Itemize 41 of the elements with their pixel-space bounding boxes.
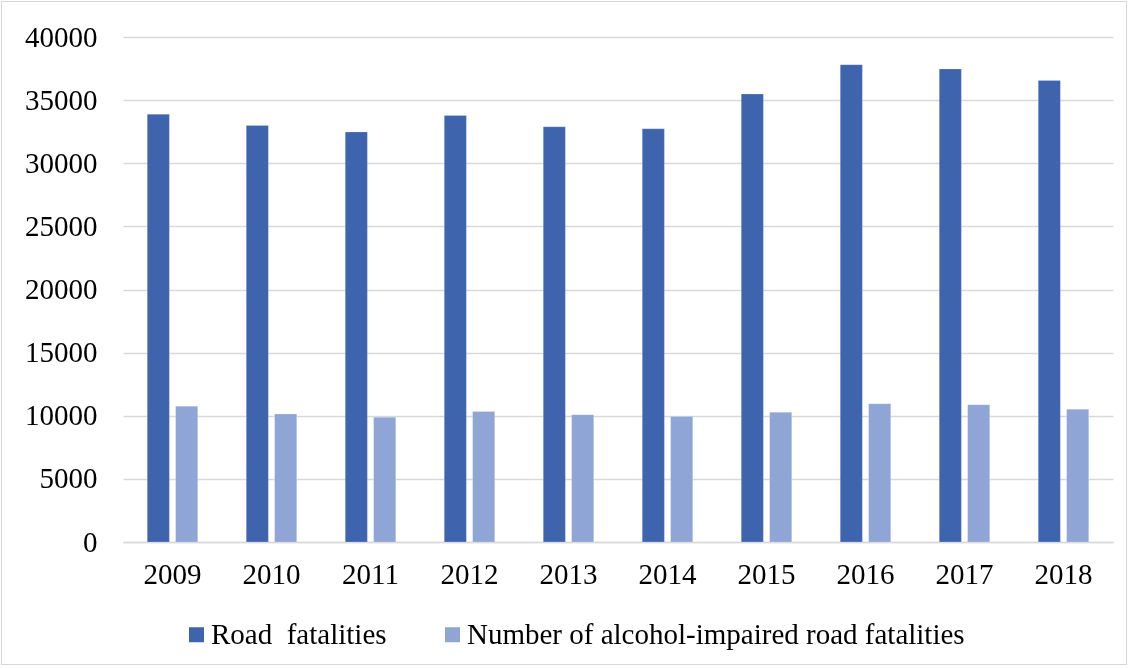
bar — [868, 403, 891, 543]
bar — [1066, 409, 1089, 543]
y-tick-label: 0 — [83, 525, 98, 558]
x-tick-label: 2009 — [143, 557, 202, 590]
bar — [840, 64, 863, 543]
bar — [373, 417, 396, 543]
x-tick-label: 2016 — [836, 557, 895, 590]
bar — [939, 68, 962, 543]
bar — [642, 128, 665, 543]
bar — [670, 416, 693, 543]
bar — [741, 93, 764, 543]
bar — [246, 125, 269, 543]
bar — [444, 115, 467, 543]
y-tick-label: 20000 — [25, 273, 98, 305]
bar — [571, 414, 594, 543]
bar — [345, 131, 368, 543]
x-tick-label: 2014 — [638, 557, 697, 590]
y-tick-label: 40000 — [25, 20, 98, 53]
bar — [175, 405, 198, 543]
bar — [147, 114, 170, 543]
bar — [1038, 80, 1061, 543]
y-tick-label: 15000 — [25, 336, 98, 369]
x-tick-label: 2017 — [935, 557, 994, 590]
x-tick-label: 2012 — [440, 557, 499, 590]
y-tick-label: 35000 — [25, 83, 98, 116]
x-tick-label: 2010 — [242, 557, 301, 590]
legend-label: Number of alcohol-impaired road fatalities — [467, 617, 965, 650]
y-tick-label: 30000 — [25, 146, 98, 179]
bar — [472, 411, 495, 543]
bar — [543, 126, 566, 543]
bar — [967, 404, 990, 543]
x-tick-label: 2011 — [342, 557, 399, 590]
y-tick-label: 10000 — [25, 399, 98, 432]
y-tick-label: 25000 — [25, 209, 98, 242]
bar — [274, 413, 297, 543]
x-tick-label: 2013 — [539, 557, 598, 590]
legend-label: Road fatalities — [211, 617, 387, 650]
bar — [769, 412, 792, 543]
x-tick-label: 2018 — [1034, 557, 1093, 590]
x-tick-label: 2015 — [737, 557, 796, 590]
y-tick-label: 5000 — [39, 462, 98, 495]
